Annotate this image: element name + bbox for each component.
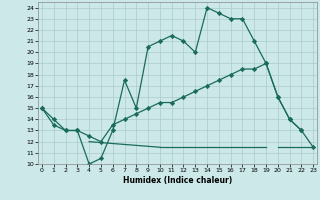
X-axis label: Humidex (Indice chaleur): Humidex (Indice chaleur) bbox=[123, 176, 232, 185]
